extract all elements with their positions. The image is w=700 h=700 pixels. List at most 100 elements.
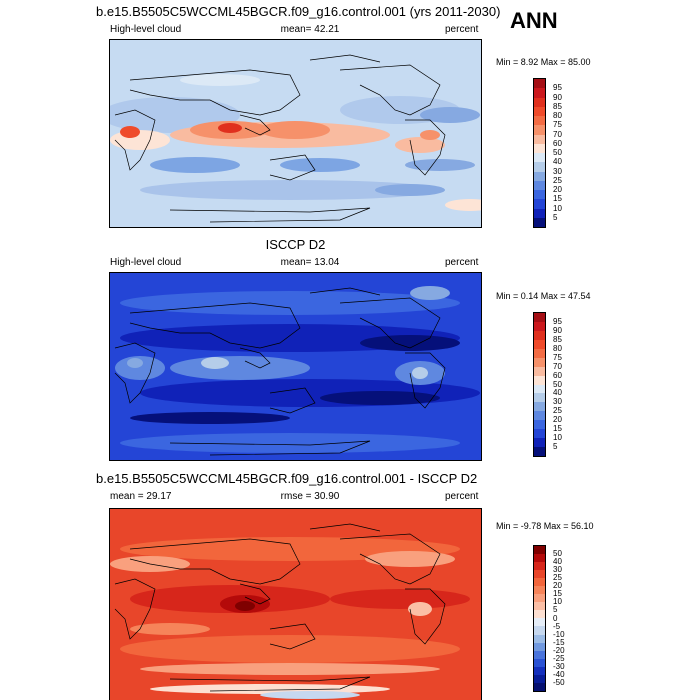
colorbar-segment: [534, 411, 545, 421]
colorbar-tick-label: 95: [553, 316, 562, 326]
colorbar-tick-label: 25: [553, 406, 562, 416]
colorbar-segment: [534, 650, 545, 659]
colorbar-tick-label: 10: [553, 597, 562, 607]
colorbar-segment: [534, 116, 545, 126]
colorbar-tick-label: 90: [553, 92, 562, 102]
panel2-field-blob: [170, 356, 310, 380]
colorbar-segment: [534, 134, 545, 144]
colorbar-tick-label: 5: [553, 442, 558, 452]
colorbar-segment: [534, 610, 545, 619]
panel2-left-label: High-level cloud: [110, 257, 182, 268]
colorbar-segment: [534, 578, 545, 587]
panel1-minmax: Min = 8.92 Max = 85.00: [496, 57, 591, 67]
colorbar-segment: [534, 313, 545, 322]
colorbar-tick-label: 0: [553, 613, 558, 623]
panel2-field-blob: [120, 433, 460, 453]
colorbar-tick-label: -50: [553, 677, 565, 687]
panel1-title: b.e15.B5505C5WCCML45BGCR.f09_g16.control…: [96, 4, 501, 19]
panel1-field-blob: [395, 137, 445, 153]
panel2-mean-label: mean= 13.04: [280, 257, 340, 268]
panel3-map: [109, 508, 482, 700]
colorbar-segment: [534, 366, 545, 376]
panel2-field-blob: [412, 367, 428, 379]
panel3-coastlines: [114, 523, 446, 692]
colorbar-tick-label: 30: [553, 166, 562, 176]
panel2-map: [109, 272, 482, 461]
colorbar-tick-label: 50: [553, 549, 562, 559]
panel1-colorbar: [533, 78, 546, 228]
colorbar-segment: [534, 97, 545, 107]
colorbar-tick-label: -20: [553, 645, 565, 655]
panel3-title: b.e15.B5505C5WCCML45BGCR.f09_g16.control…: [96, 471, 478, 486]
colorbar-tick-label: 40: [553, 557, 562, 567]
colorbar-tick-label: 20: [553, 185, 562, 194]
panel2-field-blob: [127, 358, 143, 368]
colorbar-segment: [534, 88, 545, 98]
panel1-mean-label: mean= 42.21: [280, 24, 340, 35]
panel3-field-blob: [330, 589, 470, 609]
colorbar-segment: [534, 339, 545, 349]
colorbar-segment: [534, 190, 545, 200]
colorbar-segment: [534, 586, 545, 595]
panel3-field-blob: [130, 623, 210, 635]
panel2-coastlines: [114, 287, 446, 456]
colorbar-tick-label: 95: [553, 83, 562, 93]
colorbar-tick-label: 25: [553, 573, 562, 583]
colorbar-tick-label: 60: [553, 370, 562, 380]
colorbar-segment: [534, 618, 545, 627]
panel2-colorbar: [533, 312, 546, 457]
colorbar-segment: [534, 357, 545, 367]
colorbar-tick-label: 80: [553, 111, 562, 120]
colorbar-tick-label: 30: [553, 397, 562, 407]
colorbar-segment: [534, 642, 545, 651]
panel3-field-blob: [408, 602, 432, 616]
panel1-field-blob: [420, 107, 480, 123]
colorbar-tick-label: 15: [553, 194, 562, 204]
colorbar-segment: [534, 594, 545, 603]
panel2-field-blob: [360, 335, 460, 351]
colorbar-segment: [534, 429, 545, 439]
colorbar-tick-label: 50: [553, 379, 562, 389]
colorbar-segment: [534, 674, 545, 683]
panel2-field-blob: [410, 286, 450, 300]
colorbar-segment: [534, 666, 545, 675]
panel2-field-blob: [120, 291, 460, 315]
colorbar-tick-label: 85: [553, 334, 562, 344]
colorbar-segment: [534, 420, 545, 430]
panel3-field-blob: [365, 551, 455, 567]
panel1-field-blob: [405, 159, 475, 171]
panel3-field-blob: [235, 601, 255, 611]
panel1-map: [109, 39, 482, 228]
colorbar-tick-label: 90: [553, 325, 562, 335]
colorbar-tick-label: 25: [553, 175, 562, 185]
panel1-field-blob: [420, 130, 440, 140]
colorbar-tick-label: 60: [553, 138, 562, 148]
colorbar-tick-label: -15: [553, 637, 565, 647]
panel2-units-label: percent: [445, 257, 479, 268]
colorbar-tick-label: 70: [553, 361, 562, 371]
colorbar-segment: [534, 393, 545, 403]
panel1-field-blob: [150, 157, 240, 173]
colorbar-tick-label: 15: [553, 589, 562, 599]
colorbar-tick-label: 20: [553, 581, 562, 591]
colorbar-segment: [534, 384, 545, 394]
panel3-units-label: percent: [445, 491, 479, 502]
colorbar-segment: [534, 375, 545, 385]
colorbar-segment: [534, 634, 545, 643]
colorbar-segment: [534, 682, 545, 691]
colorbar-segment: [534, 180, 545, 190]
colorbar-tick-label: 10: [553, 203, 562, 213]
colorbar-segment: [534, 402, 545, 412]
panel3-field-blob: [260, 691, 360, 699]
panel3-minmax: Min = -9.78 Max = 56.10: [496, 521, 594, 531]
panel2-minmax: Min = 0.14 Max = 47.54: [496, 291, 591, 301]
panel3-colorbar: [533, 545, 546, 692]
colorbar-tick-label: 50: [553, 148, 562, 157]
panel3-mean-label: mean = 29.17: [110, 491, 172, 502]
panel1-field-blob: [120, 126, 140, 138]
colorbar-tick-label: 75: [553, 120, 562, 130]
colorbar-tick-label: 70: [553, 129, 562, 139]
colorbar-tick-label: 80: [553, 343, 562, 353]
colorbar-segment: [534, 546, 545, 555]
season-label: ANN: [510, 8, 558, 33]
